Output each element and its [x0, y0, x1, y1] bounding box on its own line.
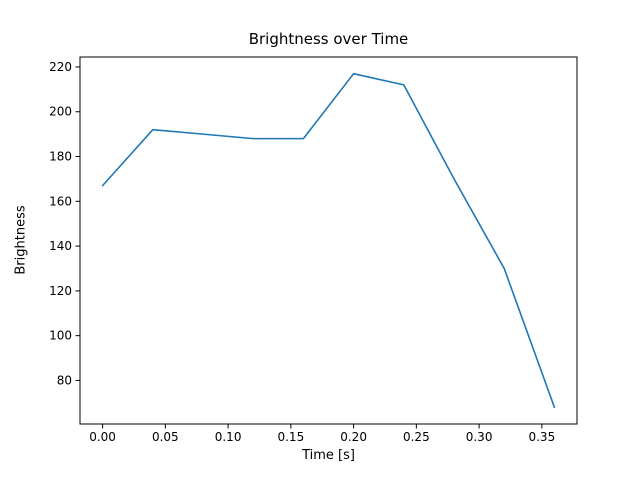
plot-area	[79, 56, 578, 425]
y-tick-label: 140	[49, 239, 72, 253]
x-axis-label: Time [s]	[302, 448, 355, 463]
x-tick-label: 0.05	[152, 430, 179, 444]
y-axis-label: Brightness	[13, 205, 29, 275]
x-tick-label: 0.35	[528, 430, 555, 444]
y-tick-label: 200	[49, 105, 72, 119]
x-tick-label: 0.20	[340, 430, 367, 444]
x-tick-label: 0.15	[277, 430, 304, 444]
y-tick-label: 120	[49, 284, 72, 298]
chart-title: Brightness over Time	[248, 30, 409, 48]
y-tick-label: 220	[49, 60, 72, 74]
data-line	[101, 72, 556, 409]
x-tick-label: 0.30	[466, 430, 493, 444]
y-tick-label: 180	[49, 150, 72, 164]
y-tick-label: 100	[49, 329, 72, 343]
y-tick-label: 80	[57, 373, 72, 387]
x-tick-label: 0.25	[403, 430, 430, 444]
x-tick-label: 0.00	[89, 430, 116, 444]
x-tick-label: 0.10	[215, 430, 242, 444]
y-tick-label: 160	[49, 194, 72, 208]
